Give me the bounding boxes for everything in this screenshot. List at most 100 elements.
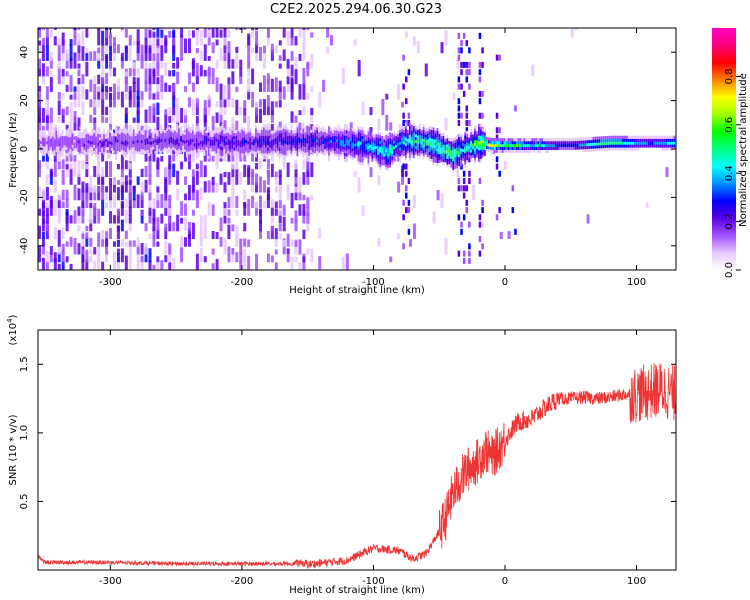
- spectrogram-cell: [49, 138, 52, 142]
- spectrogram-cell: [545, 138, 547, 142]
- spectrogram-cell: [116, 139, 119, 143]
- spectrogram-cell: [499, 141, 502, 145]
- spectrogram-cell: [156, 262, 160, 270]
- spectrogram-cell: [503, 143, 506, 148]
- spectrogram-cell: [282, 151, 285, 155]
- spectrogram-cell: [168, 155, 172, 170]
- spectrogram-cell: [426, 145, 429, 149]
- spectrogram-cell: [239, 106, 243, 116]
- spectrogram-cell: [389, 132, 392, 136]
- spectrogram-cell: [308, 135, 311, 139]
- spectrogram-cell: [278, 80, 282, 92]
- spectrogram-cell: [276, 141, 279, 146]
- spectrogram-cell: [223, 85, 227, 100]
- spectrogram-cell: [162, 128, 165, 132]
- spectrogram-cell: [343, 146, 346, 151]
- spectrogram-cell: [156, 241, 160, 247]
- spectrogram-cell: [306, 206, 310, 216]
- spectrogram-cell: [474, 136, 476, 141]
- spectrogram-cell: [105, 28, 109, 38]
- spectrogram-cell: [73, 28, 77, 30]
- spectrogram-cell: [457, 98, 461, 105]
- spectrogram-cell: [408, 239, 412, 247]
- spectrogram-cell: [239, 75, 243, 85]
- spectrogram-cell: [195, 98, 199, 108]
- spectrogram-cell: [85, 161, 89, 178]
- spectrogram-cell: [416, 126, 419, 130]
- spectrogram-cell: [312, 152, 315, 156]
- spectrogram-cell: [221, 135, 224, 139]
- spectrogram-cell: [156, 157, 160, 170]
- spectrogram-cell: [389, 135, 392, 139]
- spectrogram-cell: [164, 240, 168, 255]
- spectrogram-cell: [45, 140, 48, 145]
- spectrogram-cell: [322, 79, 326, 92]
- spectrogram-cell: [422, 126, 425, 131]
- spectrogram-cell: [458, 154, 461, 158]
- spectrogram-cell: [631, 144, 634, 148]
- spectrogram-cell: [286, 135, 289, 139]
- spectrogram-cell: [253, 147, 255, 152]
- spectrogram-cell: [120, 56, 124, 69]
- spectrogram-cell: [408, 148, 411, 153]
- spectrogram-cell: [189, 132, 192, 137]
- spectrogram-cell: [464, 158, 467, 162]
- spectrogram-cell: [172, 62, 176, 69]
- spectrogram-cell: [178, 145, 180, 149]
- spectrogram-cell: [270, 49, 274, 61]
- spectrogram-cell: [146, 146, 149, 150]
- spectrogram-cell: [45, 28, 49, 38]
- spectrogram-cell: [414, 133, 417, 138]
- spectrogram-cell: [45, 250, 49, 263]
- spectrogram-cell: [574, 137, 577, 142]
- spectrogram-cell: [187, 125, 190, 129]
- spectrogram-cell: [389, 146, 392, 151]
- spectrogram-cell: [326, 150, 328, 154]
- spectrogram-cell: [249, 134, 251, 138]
- spectrogram-cell: [229, 149, 232, 153]
- spectrogram-cell: [407, 207, 411, 214]
- spectrogram-cell: [241, 141, 244, 145]
- spectrogram-cell: [114, 139, 117, 143]
- spectrogram-cell: [418, 122, 421, 127]
- spectrogram-cell: [63, 136, 66, 140]
- spectrogram-cell: [406, 138, 409, 142]
- spectrogram-cell: [101, 115, 105, 123]
- spectrogram-cell: [152, 31, 156, 38]
- spectrogram-cell: [162, 148, 165, 152]
- spectrogram-cell: [274, 134, 277, 139]
- spectrogram-cell: [359, 147, 362, 151]
- spectrogram-cell: [578, 140, 581, 144]
- spectrogram-cell: [495, 156, 499, 163]
- spectrogram-cell: [112, 260, 116, 270]
- spectrogram-cell: [381, 147, 384, 151]
- spectrogram-cell: [83, 146, 86, 150]
- spectrogram-cell: [219, 236, 223, 247]
- spectrogram-cell: [345, 144, 348, 148]
- spectrogram-cell: [124, 28, 128, 38]
- spectrogram-cell: [105, 117, 109, 123]
- spectrogram-cell: [109, 129, 111, 133]
- spectrogram-cell: [395, 141, 397, 145]
- spectrogram-cell: [191, 144, 194, 148]
- spectrogram-cell: [487, 140, 490, 144]
- spectrogram-cell: [166, 142, 169, 146]
- spectrogram-cell: [247, 165, 251, 178]
- spectrogram-cell: [266, 94, 270, 108]
- spectrogram-cell: [337, 136, 340, 141]
- spectrogram-cell: [53, 252, 57, 263]
- spectrogram-cell: [391, 133, 394, 137]
- spectrogram-cell: [211, 204, 215, 216]
- spectrogram-cell: [395, 153, 397, 157]
- spectrogram-cell: [182, 131, 184, 135]
- spectrogram-cell: [201, 131, 204, 135]
- spectrogram-cell: [438, 136, 441, 140]
- spectrogram-cell: [389, 138, 392, 142]
- spectrogram-cell: [454, 159, 457, 164]
- spectrogram-cell: [270, 149, 274, 162]
- spectrogram-cell: [168, 215, 172, 232]
- spectrogram-cell: [207, 146, 210, 151]
- spectrogram-cell: [185, 148, 188, 152]
- spectrogram-cell: [140, 210, 144, 216]
- spectrogram-cell: [233, 132, 236, 137]
